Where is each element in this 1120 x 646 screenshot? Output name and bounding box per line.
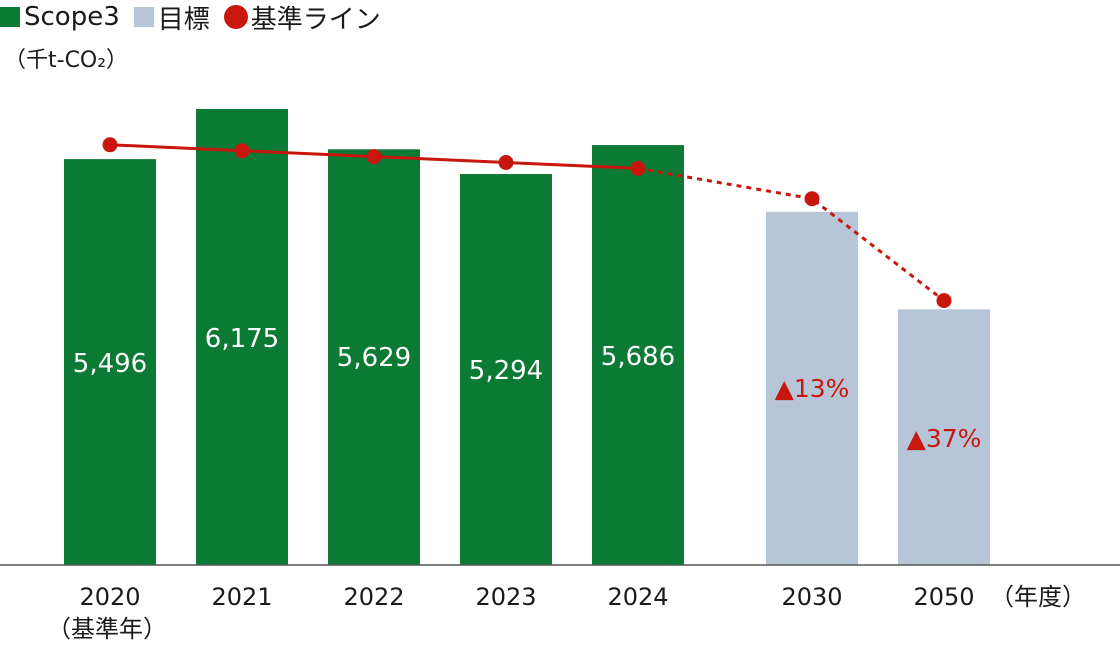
legend-label-baseline: 基準ライン bbox=[250, 4, 381, 35]
legend-item-target: 目標 bbox=[133, 0, 210, 36]
target-reduction-label-2050: ▲37% bbox=[907, 424, 982, 453]
scope3-value-label-2024: 5,686 bbox=[601, 342, 675, 372]
scope3-swatch bbox=[0, 7, 20, 27]
scope3-bar-2021 bbox=[196, 108, 288, 565]
baseline-point-2024 bbox=[630, 160, 646, 176]
legend-item-baseline: 基準ライン bbox=[223, 0, 381, 36]
target-reduction-label-2030: ▲13% bbox=[775, 374, 850, 403]
x-tick-label-2024: 2024 bbox=[607, 583, 668, 611]
baseline-point-2022 bbox=[366, 149, 382, 165]
legend-label-target: 目標 bbox=[157, 4, 210, 35]
x-tick-label-2022: 2022 bbox=[343, 583, 404, 611]
baseline-point-2030 bbox=[804, 191, 820, 207]
scope3-value-label-2020: 5,496 bbox=[73, 349, 147, 379]
scope3-value-label-2021: 6,175 bbox=[205, 324, 279, 354]
target-bar-2050 bbox=[898, 309, 990, 565]
x-tick-label-2030: 2030 bbox=[781, 583, 842, 611]
unit-label: （千t-CO₂） bbox=[4, 48, 129, 73]
scope3-bar-2020 bbox=[64, 159, 156, 565]
x-tick-sublabel-2020: （基準年） bbox=[47, 615, 167, 643]
scope3-value-label-2023: 5,294 bbox=[469, 356, 543, 386]
baseline-point-2050 bbox=[936, 293, 952, 309]
baseline-point-2023 bbox=[498, 155, 514, 170]
baseline-point-2021 bbox=[234, 143, 250, 159]
x-tick-label-2021: 2021 bbox=[211, 583, 272, 611]
scope3-value-label-2022: 5,629 bbox=[337, 343, 411, 373]
scope3-bar-2024 bbox=[592, 145, 684, 565]
x-tick-label-2050: 2050 bbox=[913, 583, 974, 611]
baseline-point-2020 bbox=[102, 137, 118, 153]
x-tick-label-2020: 2020 bbox=[79, 583, 140, 611]
scope3-bar-2023 bbox=[460, 174, 552, 566]
scope3-bar-2022 bbox=[328, 149, 420, 566]
legend: Scope3 目標 基準ライン bbox=[0, 0, 395, 36]
target-bar-2030 bbox=[766, 211, 858, 565]
x-axis-suffix: （年度） bbox=[990, 583, 1086, 611]
legend-label-scope3: Scope3 bbox=[24, 2, 120, 32]
target-swatch bbox=[133, 7, 154, 27]
x-tick-label-2023: 2023 bbox=[475, 583, 536, 611]
baseline-marker bbox=[223, 5, 248, 29]
legend-item-scope3: Scope3 bbox=[0, 2, 120, 32]
